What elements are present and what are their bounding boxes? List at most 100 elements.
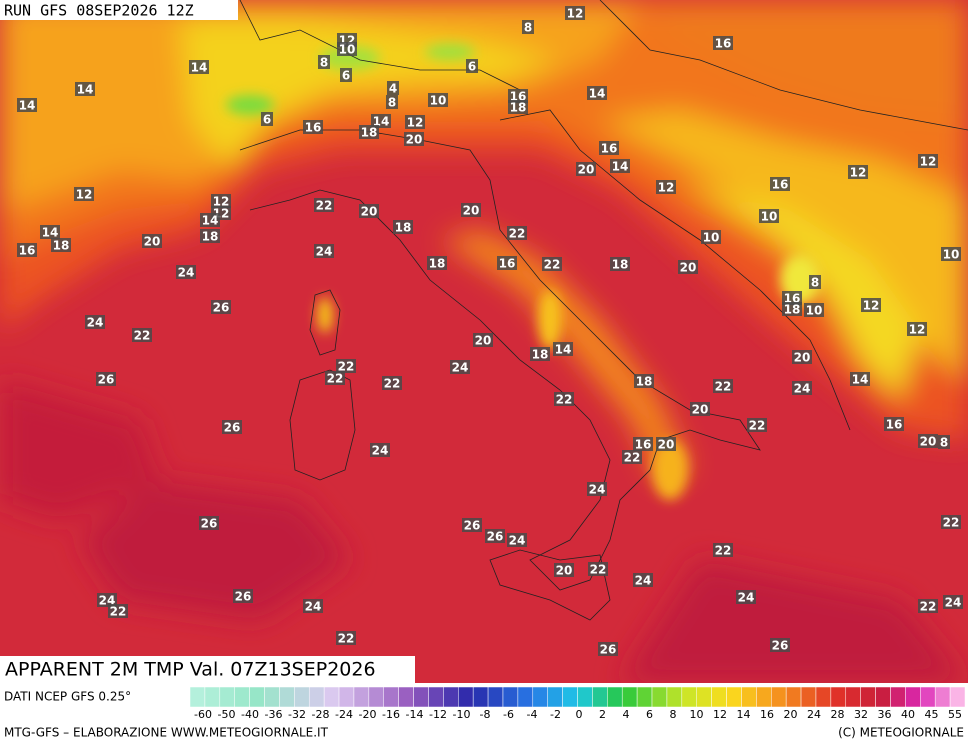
label-box <box>497 256 517 270</box>
label-box <box>507 226 527 240</box>
color-swatch <box>294 686 310 708</box>
label-box <box>427 256 447 270</box>
temp-label: 22 <box>544 258 561 272</box>
colorbar-label: 6 <box>646 708 653 721</box>
temp-label: 14 <box>42 226 59 240</box>
color-swatch <box>338 686 355 708</box>
label-box <box>943 595 963 609</box>
temp-label: 16 <box>305 121 322 135</box>
temp-label: 22 <box>590 563 607 577</box>
temp-label: 20 <box>144 235 161 249</box>
temp-label: 16 <box>19 244 36 258</box>
label-box <box>850 372 870 386</box>
colorbar-label: 4 <box>623 708 630 721</box>
color-swatch <box>830 686 847 708</box>
temp-label: 26 <box>235 590 252 604</box>
label-box <box>792 350 812 364</box>
temp-label: 22 <box>509 227 526 241</box>
label-box <box>108 604 128 618</box>
temp-label: 16 <box>886 418 903 432</box>
colorbar-label: 0 <box>576 708 583 721</box>
label-box <box>200 213 220 227</box>
label-box <box>142 234 162 248</box>
label-box <box>371 114 391 128</box>
temp-label: 14 <box>202 214 219 228</box>
temp-label: 22 <box>327 372 344 386</box>
label-box <box>610 159 630 173</box>
label-box <box>938 435 950 449</box>
temp-label: 22 <box>384 377 401 391</box>
label-box <box>736 590 756 604</box>
temp-label: 18 <box>53 239 70 253</box>
label-box <box>770 638 790 652</box>
color-swatch <box>532 686 548 708</box>
temp-label: 8 <box>320 56 328 70</box>
label-box <box>554 392 574 406</box>
label-box <box>261 112 273 126</box>
label-box <box>40 225 60 239</box>
label-box <box>386 95 398 109</box>
label-box <box>222 420 242 434</box>
label-box <box>598 642 618 656</box>
temp-label: 16 <box>715 37 732 51</box>
label-box <box>485 529 505 543</box>
colorbar-label: 16 <box>760 708 774 721</box>
colorbar-label: 2 <box>599 708 606 721</box>
color-swatch <box>666 686 683 708</box>
colorbar-label: -24 <box>335 708 353 721</box>
temp-label: 24 <box>305 600 322 614</box>
temp-label: 12 <box>920 155 937 169</box>
label-box <box>508 100 528 114</box>
temp-label: 20 <box>463 204 480 218</box>
label-box <box>599 141 619 155</box>
temp-label: 26 <box>213 301 230 315</box>
label-box <box>918 434 938 448</box>
color-swatch <box>398 686 414 708</box>
temp-label: 10 <box>430 94 447 108</box>
temp-label: 8 <box>388 96 396 110</box>
temp-label: 12 <box>850 166 867 180</box>
colorbar-label: -16 <box>382 708 400 721</box>
temp-label: 22 <box>134 329 151 343</box>
temp-label: 20 <box>692 403 709 417</box>
colorbar-label: -6 <box>503 708 514 721</box>
temp-label: 22 <box>338 360 355 374</box>
label-box <box>461 203 481 217</box>
temp-label: 4 <box>389 82 397 96</box>
color-swatch <box>681 686 697 708</box>
label-box <box>530 347 550 361</box>
label-box <box>918 154 938 168</box>
temp-label: 12 <box>658 181 675 195</box>
label-box <box>404 132 424 146</box>
label-box <box>303 599 323 613</box>
label-box <box>792 381 812 395</box>
title-box <box>0 656 415 683</box>
temp-label: 14 <box>612 160 629 174</box>
colorbar-label: -14 <box>406 708 424 721</box>
temp-label: 14 <box>589 87 606 101</box>
temp-label: 22 <box>943 516 960 530</box>
temp-label: 24 <box>794 382 811 396</box>
label-box <box>770 177 790 191</box>
label-box <box>85 315 105 329</box>
label-box <box>759 209 779 223</box>
temp-label: 18 <box>395 221 412 235</box>
temp-label: 6 <box>468 60 476 74</box>
temp-label: 10 <box>806 304 823 318</box>
color-swatch <box>383 686 399 708</box>
temp-label: 22 <box>338 632 355 646</box>
temp-label: 18 <box>510 101 527 115</box>
temp-label: 20 <box>920 435 937 449</box>
label-box <box>387 81 399 95</box>
label-box <box>314 244 334 258</box>
color-swatch <box>934 686 951 708</box>
color-swatch <box>756 686 772 708</box>
color-swatch <box>249 686 265 708</box>
temp-label: 24 <box>738 591 755 605</box>
label-box <box>713 543 733 557</box>
colorbar-label: -4 <box>527 708 538 721</box>
temp-label: 6 <box>342 69 350 83</box>
temp-label: 24 <box>87 316 104 330</box>
temp-label: 8 <box>940 436 948 450</box>
temp-label: 20 <box>680 261 697 275</box>
